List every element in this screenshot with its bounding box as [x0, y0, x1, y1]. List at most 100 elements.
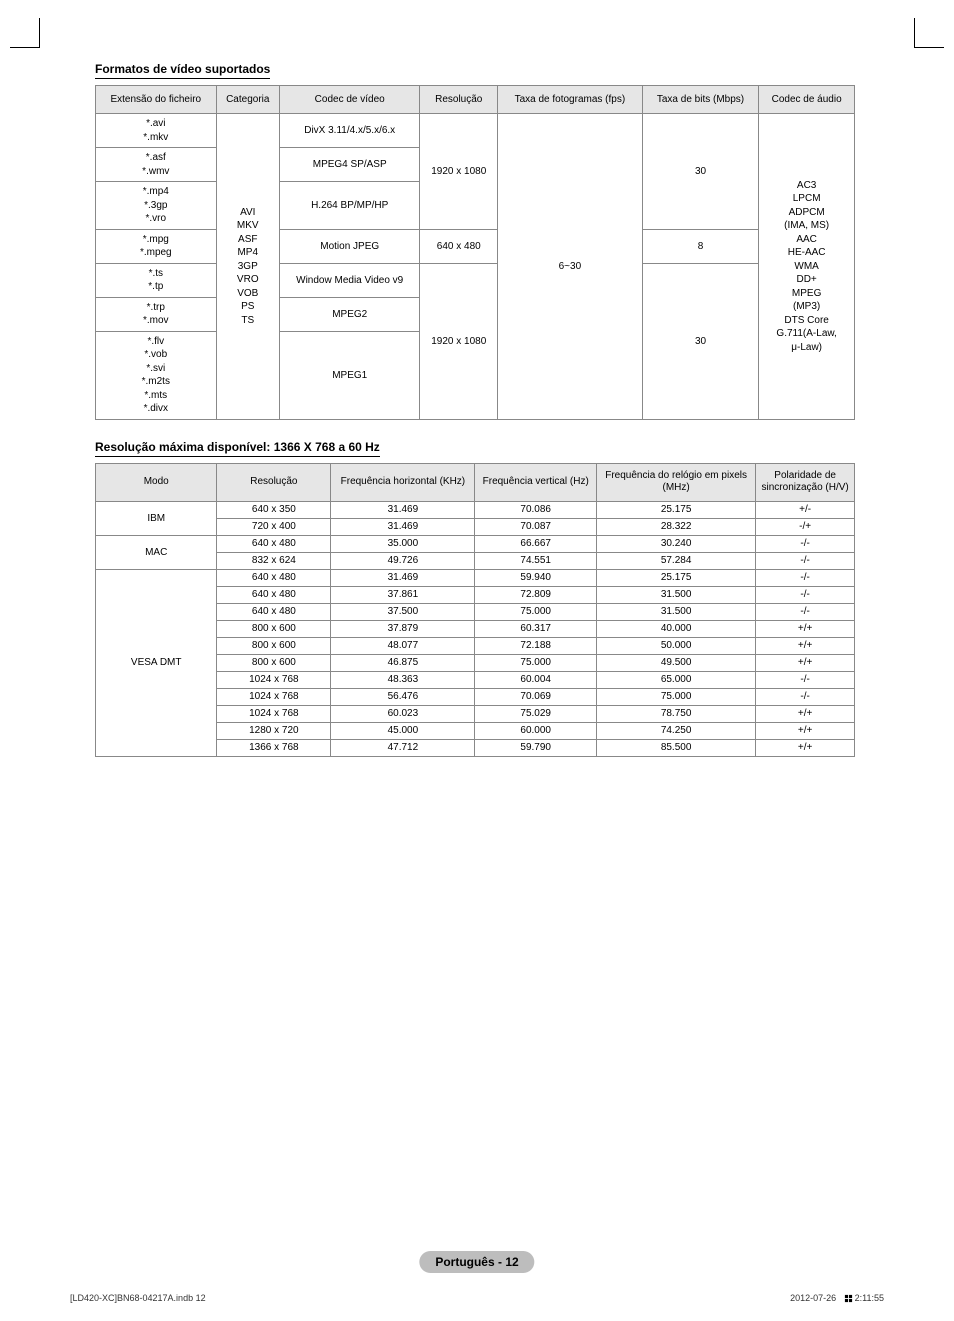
t1-header-row: Extensão do ficheiro Categoria Codec de … [96, 86, 855, 114]
data-cell: 49.726 [331, 552, 475, 569]
data-cell: 640 x 480 [217, 569, 331, 586]
t2-h-1: Resolução [217, 463, 331, 501]
footer-time: 2:11:55 [855, 1293, 884, 1303]
data-cell: +/+ [756, 705, 855, 722]
data-cell: 75.029 [475, 705, 596, 722]
data-cell: +/+ [756, 620, 855, 637]
t1-h-audio: Codec de áudio [759, 86, 855, 114]
data-cell: -/- [756, 671, 855, 688]
t1-h-res: Resolução [420, 86, 498, 114]
data-cell: 56.476 [331, 688, 475, 705]
t1-ext-7: *.flv*.vob*.svi*.m2ts*.mts*.divx [96, 331, 217, 419]
t1-ext-5: *.ts*.tp [96, 263, 217, 297]
t1-codec-3: H.264 BP/MP/HP [279, 182, 420, 230]
page-number-badge: Português - 12 [419, 1251, 534, 1273]
data-cell: 1024 x 768 [217, 688, 331, 705]
data-cell: 25.175 [596, 501, 755, 518]
data-cell: 46.875 [331, 654, 475, 671]
section2-title: Resolução máxima disponível: 1366 X 768 … [95, 440, 380, 457]
data-cell: -/+ [756, 518, 855, 535]
data-cell: 49.500 [596, 654, 755, 671]
data-cell: 30.240 [596, 535, 755, 552]
data-cell: 47.712 [331, 739, 475, 756]
data-cell: 50.000 [596, 637, 755, 654]
data-cell: 800 x 600 [217, 620, 331, 637]
t2-header-row: Modo Resolução Frequência horizontal (KH… [96, 463, 855, 501]
t1-h-codec: Codec de vídeo [279, 86, 420, 114]
t2-h-3: Frequência vertical (Hz) [475, 463, 596, 501]
data-cell: 45.000 [331, 722, 475, 739]
data-cell: 60.000 [475, 722, 596, 739]
data-cell: 78.750 [596, 705, 755, 722]
data-cell: -/- [756, 603, 855, 620]
data-cell: 640 x 480 [217, 603, 331, 620]
table-row: MAC640 x 48035.00066.66730.240-/- [96, 535, 855, 552]
table-row: IBM640 x 35031.46970.08625.175+/- [96, 501, 855, 518]
data-cell: 31.500 [596, 603, 755, 620]
data-cell: 37.861 [331, 586, 475, 603]
resolution-table: Modo Resolução Frequência horizontal (KH… [95, 463, 855, 757]
data-cell: 59.790 [475, 739, 596, 756]
data-cell: 75.000 [475, 603, 596, 620]
data-cell: 70.069 [475, 688, 596, 705]
crop-mark-tr [914, 18, 944, 48]
data-cell: +/+ [756, 722, 855, 739]
data-cell: 75.000 [475, 654, 596, 671]
t1-codec-1: DivX 3.11/4.x/5.x/6.x [279, 114, 420, 148]
data-cell: -/- [756, 586, 855, 603]
mode-cell: VESA DMT [96, 569, 217, 756]
data-cell: 65.000 [596, 671, 755, 688]
t1-row-4: *.mpg*.mpeg Motion JPEG 640 x 480 8 [96, 229, 855, 263]
t1-categoria: AVIMKVASFMP43GPVROVOBPSTS [216, 114, 279, 420]
data-cell: 48.363 [331, 671, 475, 688]
data-cell: 640 x 350 [217, 501, 331, 518]
t1-row-5: *.ts*.tp Window Media Video v9 1920 x 10… [96, 263, 855, 297]
data-cell: 48.077 [331, 637, 475, 654]
data-cell: 800 x 600 [217, 654, 331, 671]
footer-filename: [LD420-XC]BN68-04217A.indb 12 [70, 1293, 206, 1303]
t1-ext-3: *.mp4*.3gp*.vro [96, 182, 217, 230]
data-cell: 37.879 [331, 620, 475, 637]
data-cell: -/- [756, 535, 855, 552]
t1-h-ext: Extensão do ficheiro [96, 86, 217, 114]
t1-h-cat: Categoria [216, 86, 279, 114]
t1-ext-6: *.trp*.mov [96, 297, 217, 331]
data-cell: 1280 x 720 [217, 722, 331, 739]
t1-codec-2: MPEG4 SP/ASP [279, 148, 420, 182]
data-cell: 72.188 [475, 637, 596, 654]
mode-cell: IBM [96, 501, 217, 535]
data-cell: -/- [756, 569, 855, 586]
crop-mark-tl [10, 18, 40, 48]
mode-cell: MAC [96, 535, 217, 569]
data-cell: 72.809 [475, 586, 596, 603]
data-cell: 60.023 [331, 705, 475, 722]
data-cell: 640 x 480 [217, 586, 331, 603]
t2-h-0: Modo [96, 463, 217, 501]
data-cell: 832 x 624 [217, 552, 331, 569]
clock-icon [844, 1294, 853, 1303]
t1-ext-1: *.avi*.mkv [96, 114, 217, 148]
data-cell: 31.500 [596, 586, 755, 603]
section1-title: Formatos de vídeo suportados [95, 62, 270, 79]
t1-row-1: *.avi*.mkv AVIMKVASFMP43GPVROVOBPSTS Div… [96, 114, 855, 148]
data-cell: 28.322 [596, 518, 755, 535]
t1-res-2: 640 x 480 [420, 229, 498, 263]
t1-bit-3: 30 [642, 263, 759, 419]
data-cell: +/- [756, 501, 855, 518]
data-cell: +/+ [756, 637, 855, 654]
page-content: Formatos de vídeo suportados Extensão do… [95, 60, 855, 757]
data-cell: 60.004 [475, 671, 596, 688]
data-cell: 59.940 [475, 569, 596, 586]
video-formats-table: Extensão do ficheiro Categoria Codec de … [95, 85, 855, 420]
t2-h-2: Frequência horizontal (KHz) [331, 463, 475, 501]
data-cell: 60.317 [475, 620, 596, 637]
t1-fps: 6~30 [498, 114, 643, 420]
t1-bit-1: 30 [642, 114, 759, 230]
data-cell: 35.000 [331, 535, 475, 552]
data-cell: 70.086 [475, 501, 596, 518]
data-cell: 66.667 [475, 535, 596, 552]
t1-codec-6: MPEG2 [279, 297, 420, 331]
data-cell: 1024 x 768 [217, 705, 331, 722]
footer-timestamp: 2012-07-26 2:11:55 [790, 1293, 884, 1303]
t1-audio: AC3LPCMADPCM(IMA, MS)AACHE-AACWMADD+MPEG… [759, 114, 855, 420]
